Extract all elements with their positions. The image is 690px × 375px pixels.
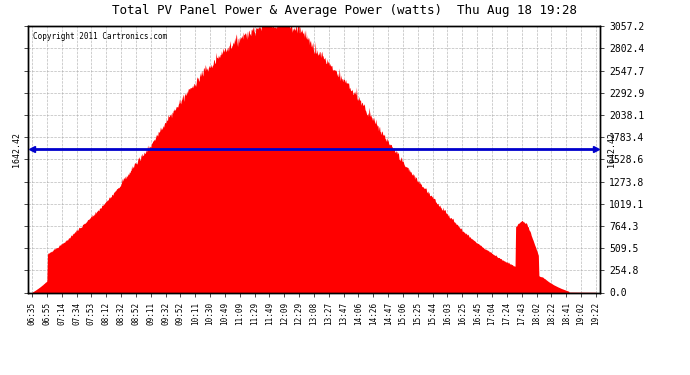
Text: Copyright 2011 Cartronics.com: Copyright 2011 Cartronics.com <box>33 32 168 40</box>
Text: 1642.42: 1642.42 <box>12 132 21 167</box>
Text: Total PV Panel Power & Average Power (watts)  Thu Aug 18 19:28: Total PV Panel Power & Average Power (wa… <box>112 4 578 17</box>
Text: 1642.42: 1642.42 <box>607 132 616 167</box>
